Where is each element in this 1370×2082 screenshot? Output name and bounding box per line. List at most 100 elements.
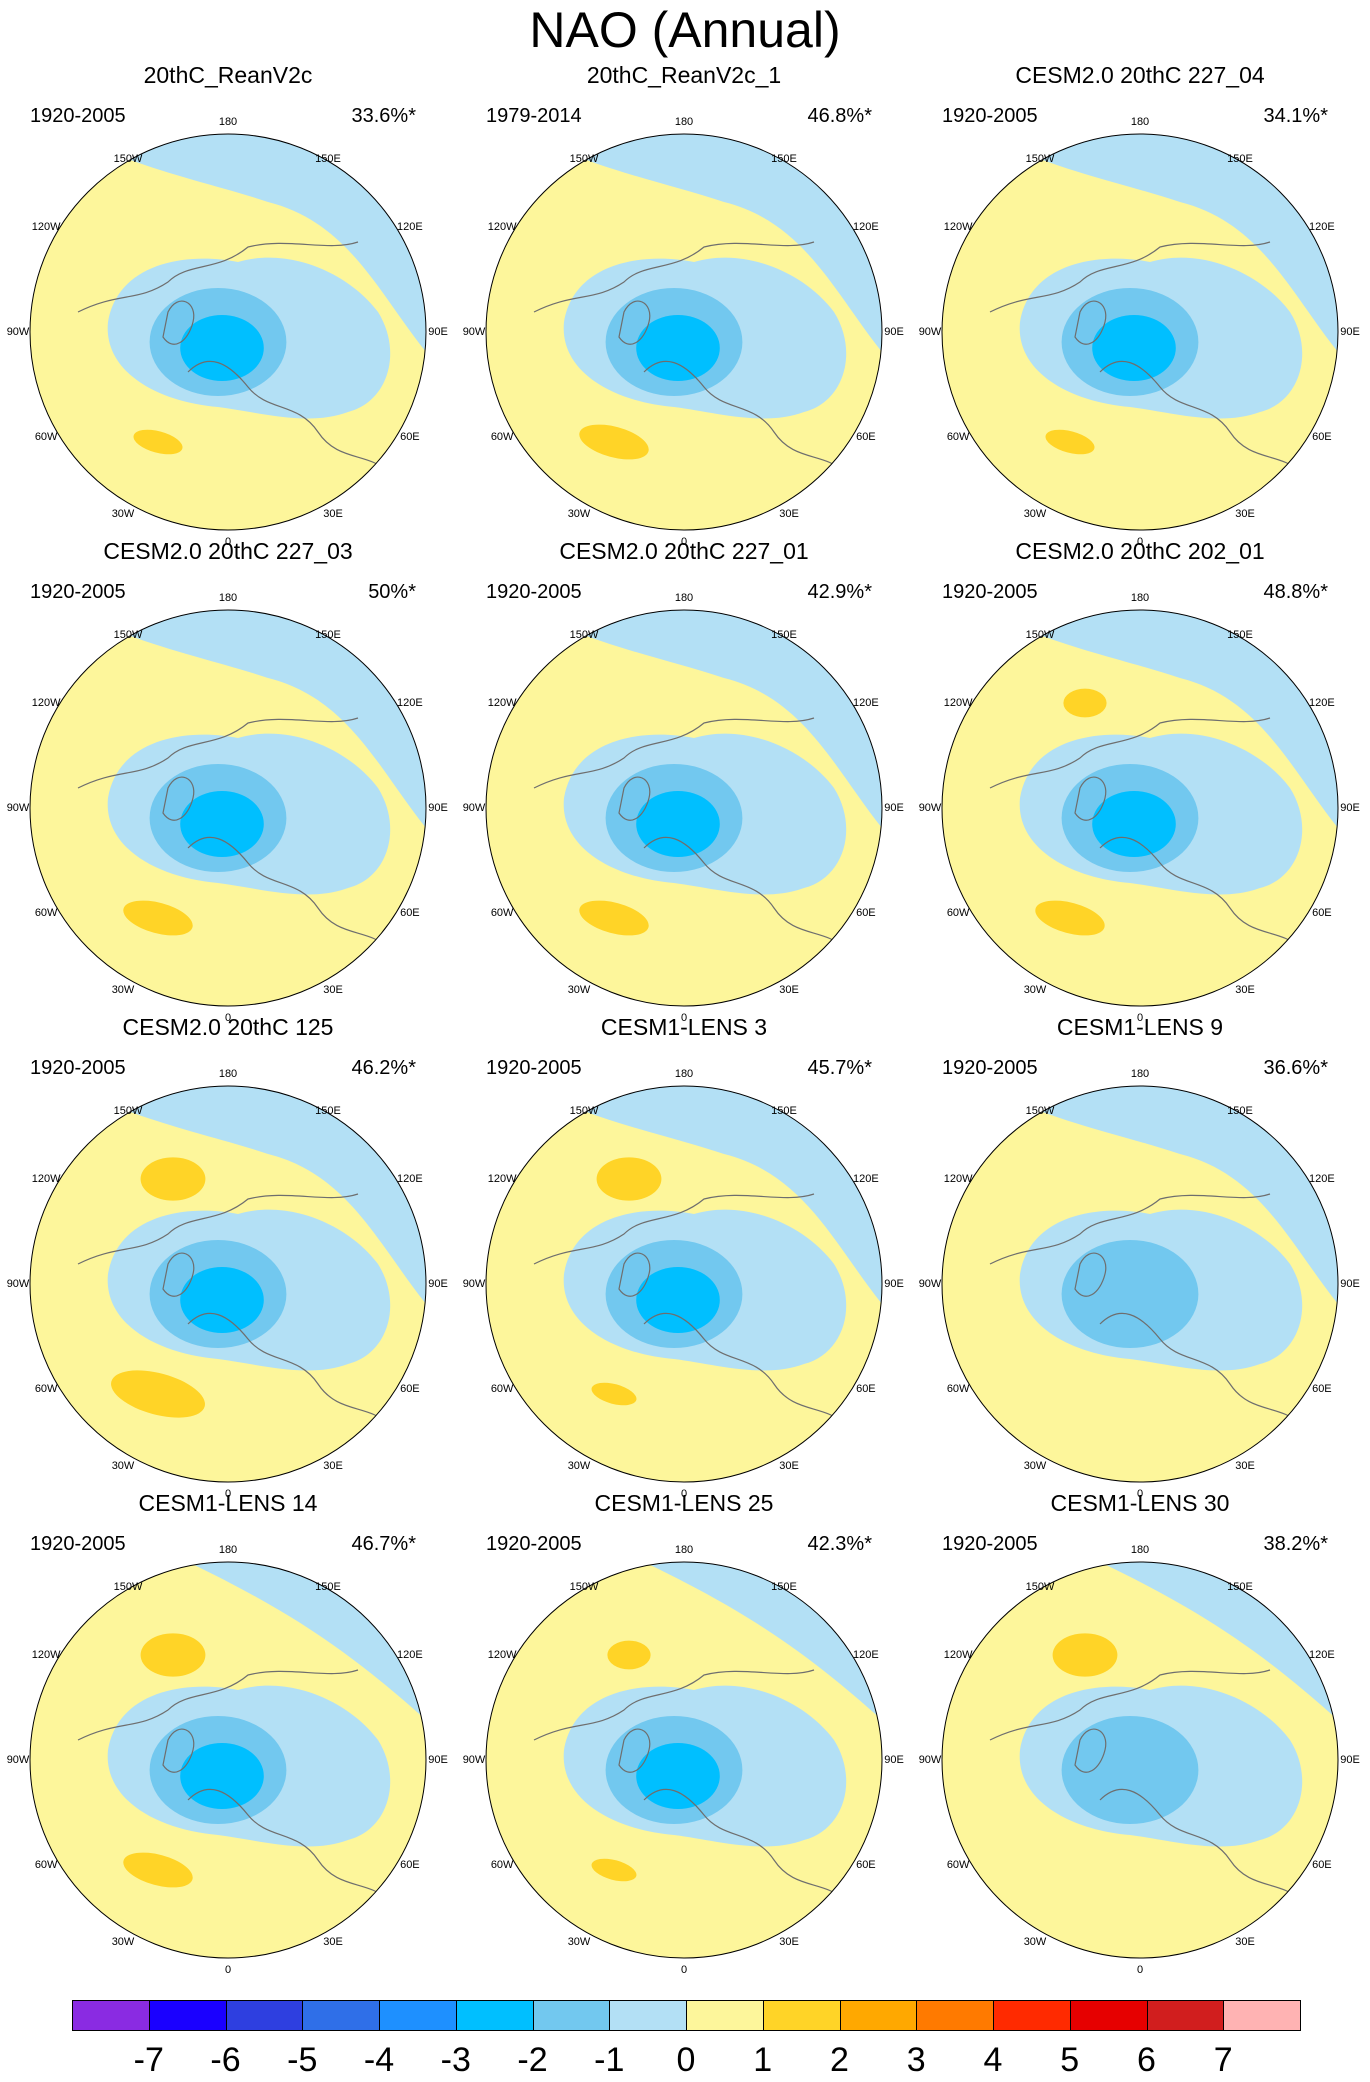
colorbar-label: 3 — [906, 2041, 926, 2079]
map-panel: CESM2.0 20thC 227_03 1920-2005 50%* 180 150E… — [0, 538, 456, 1024]
panel-explained-variance: 36.6%* — [1263, 1057, 1329, 1079]
longitude-label: 60E — [400, 907, 420, 919]
colorbar-swatch — [225, 2000, 304, 2031]
panel-period: 1920-2005 — [486, 1057, 582, 1079]
longitude-label: 60W — [490, 431, 514, 443]
longitude-label: 120E — [853, 221, 879, 233]
polar-map — [941, 609, 1339, 1007]
longitude-label: 150W — [113, 1104, 143, 1117]
negative-core-3 — [636, 315, 720, 381]
longitude-label: 180 — [674, 116, 694, 128]
main-title: NAO (Annual) — [529, 2, 841, 58]
negative-region-pacific — [68, 134, 426, 352]
coastline — [77, 1193, 359, 1265]
longitude-label: 90E — [884, 1278, 904, 1290]
panel-explained-variance: 46.2%* — [351, 1057, 417, 1079]
longitude-label: 120E — [397, 1649, 423, 1661]
longitude-label: 0 — [1136, 1488, 1144, 1500]
colorbar-swatch — [455, 2000, 534, 2031]
panel-title: CESM2.0 20thC 125 — [122, 1014, 334, 1040]
polar-map — [29, 609, 427, 1007]
longitude-label: 180 — [218, 1068, 238, 1080]
longitude-label: 150E — [1227, 628, 1253, 641]
panel-period: 1979-2014 — [486, 105, 582, 127]
colorbar-swatch — [686, 2000, 764, 2031]
longitude-label: 90E — [1340, 1278, 1360, 1290]
map-border — [941, 1561, 1339, 1959]
longitude-label: 30E — [779, 983, 799, 996]
positive-anomaly-atlantic — [133, 429, 183, 455]
map-border — [485, 1085, 883, 1483]
panel-title: 20thC_ReanV2c — [143, 62, 313, 88]
negative-core-3 — [180, 1743, 264, 1809]
longitude-label: 120W — [31, 697, 61, 709]
map-border — [485, 1561, 883, 1959]
longitude-label: 150W — [113, 152, 143, 165]
longitude-label: 180 — [674, 1544, 694, 1556]
longitude-label: 150E — [771, 1104, 797, 1117]
colorbar-label: -2 — [517, 2041, 548, 2079]
longitude-label: 30E — [1235, 507, 1255, 520]
coastline — [989, 1193, 1271, 1265]
polar-map — [941, 1085, 1339, 1483]
longitude-label: 90E — [428, 1278, 448, 1290]
longitude-label: 60W — [34, 431, 58, 443]
coastline — [533, 1669, 815, 1741]
map-panel: CESM2.0 20thC 227_04 1920-2005 34.1%* 180 15… — [912, 62, 1368, 548]
colorbar-swatch — [532, 2000, 611, 2031]
polar-map — [941, 133, 1339, 531]
coastline — [989, 717, 1271, 789]
longitude-label: 150E — [315, 628, 341, 641]
polar-map — [29, 1561, 427, 1959]
positive-anomaly-atlantic — [111, 1370, 205, 1418]
map-panel: CESM1-LENS 9 1920-2005 36.6%* 180 150E 120E 90… — [912, 1014, 1368, 1500]
longitude-label: 90E — [1340, 802, 1360, 814]
longitude-label: 150E — [315, 1104, 341, 1117]
longitude-label: 180 — [1130, 592, 1150, 604]
positive-anomaly-atlantic — [123, 1852, 193, 1888]
greenland-outline — [162, 1252, 195, 1297]
positive-anomaly-pacific — [1052, 1633, 1118, 1677]
map-border — [941, 1085, 1339, 1483]
positive-anomaly-pacific — [607, 1640, 651, 1670]
polar-map — [29, 1085, 427, 1483]
longitude-label: 120W — [943, 697, 973, 709]
panel-explained-variance: 34.1%* — [1263, 105, 1329, 127]
coastline — [533, 241, 815, 313]
longitude-label: 150W — [1025, 628, 1055, 641]
longitude-label: 120E — [397, 697, 423, 709]
panel-period: 1920-2005 — [30, 1057, 126, 1079]
longitude-label: 60W — [34, 907, 58, 919]
polar-map — [29, 133, 427, 531]
longitude-label: 120W — [487, 1173, 517, 1185]
colorbar-label: 1 — [753, 2041, 773, 2079]
longitude-label: 30W — [111, 1935, 135, 1948]
negative-core-3 — [636, 1267, 720, 1333]
greenland-outline — [618, 776, 651, 821]
longitude-label: 120W — [31, 1173, 61, 1185]
polar-map — [485, 1561, 883, 1959]
longitude-label: 180 — [218, 592, 238, 604]
longitude-label: 30W — [1023, 983, 1047, 996]
panel-title: CESM1-LENS 25 — [594, 1490, 774, 1516]
longitude-label: 60E — [856, 1383, 876, 1395]
colorbar-label: -1 — [594, 2041, 625, 2079]
longitude-label: 90W — [462, 802, 486, 814]
longitude-label: 120W — [487, 697, 517, 709]
longitude-label: 150E — [1227, 152, 1253, 165]
coastline — [1099, 836, 1301, 949]
map-panel: 20thC_ReanV2c 1920-2005 33.6%* 180 150E 120E 9… — [0, 62, 456, 548]
longitude-label: 60E — [856, 907, 876, 919]
panel-explained-variance: 46.7%* — [351, 1533, 417, 1555]
longitude-label: 150E — [315, 152, 341, 165]
longitude-label: 30E — [323, 1935, 343, 1948]
longitude-label: 120E — [397, 221, 423, 233]
longitude-label: 120E — [853, 1173, 879, 1185]
panel-title: CESM1-LENS 14 — [138, 1490, 318, 1516]
longitude-label: 30E — [779, 1935, 799, 1948]
longitude-label: 120E — [397, 1173, 423, 1185]
panel-explained-variance: 46.8%* — [807, 105, 873, 127]
longitude-label: 0 — [1136, 536, 1144, 548]
longitude-label: 90W — [918, 802, 942, 814]
panel-title: CESM1-LENS 9 — [1056, 1014, 1224, 1040]
